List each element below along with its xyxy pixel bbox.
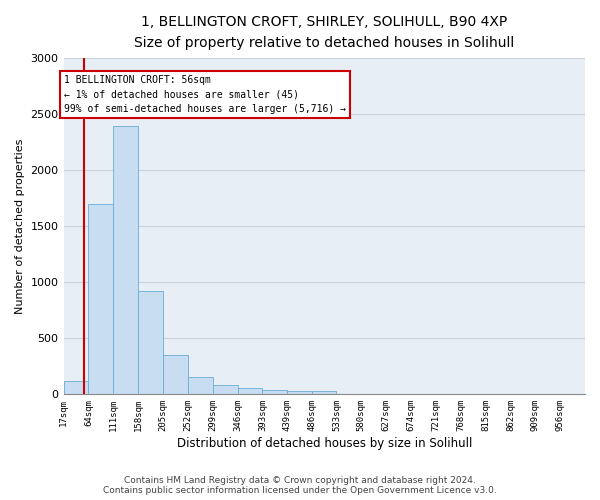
Bar	[163, 355, 188, 395]
Bar	[212, 386, 238, 394]
Bar	[311, 391, 337, 394]
Bar	[113, 126, 138, 394]
Bar	[88, 204, 113, 394]
X-axis label: Distribution of detached houses by size in Solihull: Distribution of detached houses by size …	[176, 437, 472, 450]
Bar	[138, 291, 163, 395]
Bar	[64, 381, 88, 394]
Bar	[238, 388, 262, 394]
Bar	[287, 391, 311, 394]
Bar	[262, 390, 287, 394]
Bar	[188, 377, 212, 394]
Title: 1, BELLINGTON CROFT, SHIRLEY, SOLIHULL, B90 4XP
Size of property relative to det: 1, BELLINGTON CROFT, SHIRLEY, SOLIHULL, …	[134, 15, 514, 50]
Text: Contains HM Land Registry data © Crown copyright and database right 2024.
Contai: Contains HM Land Registry data © Crown c…	[103, 476, 497, 495]
Y-axis label: Number of detached properties: Number of detached properties	[15, 138, 25, 314]
Text: 1 BELLINGTON CROFT: 56sqm
← 1% of detached houses are smaller (45)
99% of semi-d: 1 BELLINGTON CROFT: 56sqm ← 1% of detach…	[64, 74, 346, 114]
